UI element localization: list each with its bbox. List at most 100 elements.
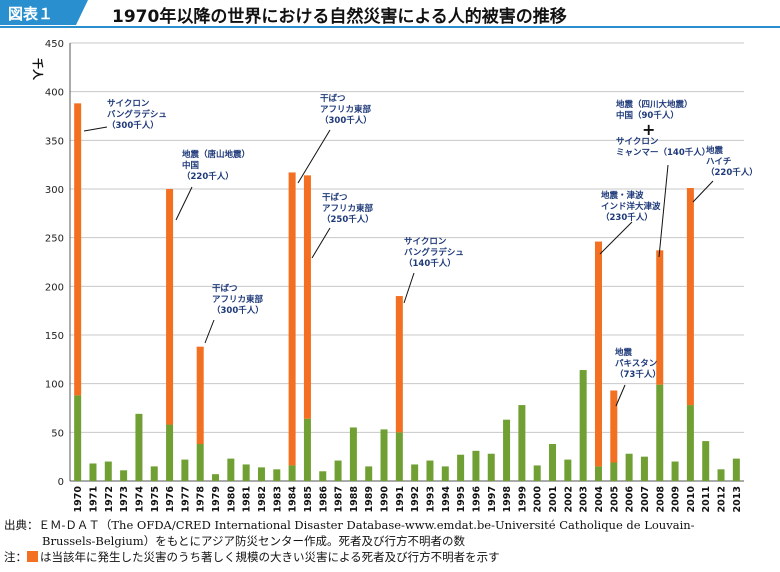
- annotation-text-1984: （300千人）: [320, 115, 372, 126]
- bar-major-1970: [74, 103, 82, 396]
- annotation-text-1991: バングラデシュ: [404, 247, 464, 258]
- bar-chart: 0 50 100 150 200 250 300 350 400 450 1970 1971 1972…: [31, 39, 758, 513]
- y-tick-label: 150: [45, 331, 64, 342]
- note-text: は当該年に発生した災害のうち著しく規模の大きい災害による死者及び行方不明者を示す: [40, 550, 500, 564]
- annotation-text-1984: アフリカ東部: [320, 104, 372, 115]
- bar-base-1994: [441, 466, 449, 481]
- figure-label: 図表１: [8, 5, 54, 23]
- y-axis-label: 千人: [31, 58, 45, 81]
- annotations: サイクロンバングラデシュ（300千人）地震（唐山地震）中国（220千人）干ばつア…: [83, 93, 758, 407]
- x-tick-label: 1996: [471, 486, 482, 513]
- x-tick-label: 2003: [579, 486, 590, 512]
- bar-base-1984: [288, 465, 296, 481]
- legend-swatch-major: [27, 551, 38, 562]
- x-tick-label: 1985: [303, 486, 314, 512]
- bar-base-1979: [212, 474, 220, 481]
- x-tick-label: 1973: [119, 486, 130, 512]
- bar-base-1971: [89, 463, 97, 481]
- bar-major-1978: [196, 346, 204, 445]
- annotation-leader-1985: [311, 227, 331, 259]
- bar-major-2004: [594, 241, 602, 467]
- y-tick-label: 0: [58, 477, 64, 488]
- bar-base-1991: [395, 432, 403, 481]
- annotation-leader-1970: [83, 126, 108, 132]
- bar-base-2007: [640, 456, 648, 481]
- y-tick-label: 350: [45, 136, 64, 147]
- bar-base-2006: [625, 453, 633, 481]
- x-tick-label: 1987: [334, 486, 345, 512]
- annotation-text-1984: 干ばつ: [320, 93, 346, 104]
- bar-base-1998: [503, 419, 511, 481]
- x-tick-label: 2004: [594, 486, 605, 513]
- annotation-text-1970: バングラデシュ: [107, 109, 167, 120]
- x-tick-label: 2002: [563, 486, 574, 512]
- x-tick-label: 1977: [180, 486, 191, 512]
- annotation-text-2005: 地震: [615, 347, 633, 358]
- bar-major-1991: [395, 296, 403, 433]
- annotation-text-1991: サイクロン: [404, 236, 447, 247]
- annotation-text-1978: 干ばつ: [212, 283, 238, 294]
- note-prefix: 注：: [4, 550, 27, 564]
- bar-base-1977: [181, 459, 189, 481]
- annotation-text-1991: （140千人）: [404, 258, 456, 269]
- annotation-leader-2008: [658, 164, 669, 258]
- x-tick-label: 1997: [487, 486, 498, 512]
- annotation-text-1976: 中国: [182, 160, 199, 171]
- annotation-text-2010: ハイチ: [706, 157, 731, 167]
- x-tick-label: 2010: [686, 486, 697, 513]
- x-tick-label: 2008: [655, 486, 666, 513]
- bar-base-1973: [120, 470, 128, 481]
- source-line-1: 出典：ＥＭ-ＤＡＴ（The OFDA/CRED International Di…: [4, 518, 695, 532]
- x-tick-label: 2007: [640, 486, 651, 512]
- y-tick-label: 200: [45, 282, 64, 293]
- x-tick-label: 1978: [196, 486, 207, 513]
- x-tick-label: 1994: [441, 486, 452, 513]
- annotation-text-2008: ミャンマー（140千人）: [616, 147, 710, 158]
- x-tick-label: 1982: [257, 486, 268, 512]
- figure-title: 1970年以降の世界における自然災害による人的被害の推移: [112, 7, 567, 27]
- figure-header: 図表１ 1970年以降の世界における自然災害による人的被害の推移: [0, 0, 780, 28]
- annotation-text-2010: 地震: [706, 145, 724, 156]
- bar-base-2005: [610, 462, 618, 481]
- annotation-text-1978: アフリカ東部: [212, 294, 264, 305]
- annotation-text-1976: （220千人）: [182, 171, 234, 182]
- header-rule: [0, 26, 780, 28]
- bar-base-2009: [671, 461, 679, 481]
- annotation-leader-2010: [692, 180, 714, 203]
- x-tick-label: 1992: [410, 486, 421, 512]
- annotation-leader-2005: [615, 384, 626, 407]
- bar-major-1985: [303, 175, 311, 419]
- bar-base-1995: [457, 454, 465, 481]
- bar-major-1984: [288, 172, 296, 466]
- bar-base-2013: [732, 458, 740, 481]
- bar-base-1974: [135, 413, 143, 481]
- annotation-text-2004: インド洋大津波: [601, 201, 661, 212]
- x-tick-label: 1971: [88, 486, 99, 512]
- x-tick-label: 2011: [701, 486, 712, 512]
- annotation-text-2008: サイクロン: [616, 136, 659, 147]
- annotation-text-1985: （250千人）: [322, 214, 374, 225]
- bar-base-2001: [549, 444, 557, 481]
- y-axis-ticks: 0 50 100 150 200 250 300 350 400 450: [45, 39, 64, 488]
- x-tick-label: 2005: [609, 486, 620, 512]
- bar-base-1997: [487, 453, 495, 481]
- annotation-text-2005: （73千人）: [615, 369, 661, 380]
- x-tick-label: 1972: [104, 486, 115, 512]
- x-tick-label: 1981: [242, 486, 253, 512]
- bar-base-2004: [594, 466, 602, 481]
- x-axis-ticks: 1970 1971 1972 1973 1974 1975 1976 1977 1978 1979…: [73, 486, 743, 513]
- bar-base-1988: [349, 427, 357, 481]
- bar-base-1996: [472, 450, 480, 481]
- bar-base-1981: [242, 464, 250, 481]
- bars: [74, 103, 740, 481]
- bar-base-1992: [411, 464, 419, 481]
- annotation-text-1985: 干ばつ: [322, 192, 348, 203]
- y-tick-label: 100: [45, 380, 64, 391]
- x-tick-label: 1983: [272, 486, 283, 512]
- x-tick-label: 1970: [73, 486, 84, 513]
- bar-base-1972: [104, 461, 112, 481]
- figure-footer: 出典：ＥＭ-ＤＡＴ（The OFDA/CRED International Di…: [4, 517, 776, 565]
- x-tick-label: 1979: [211, 486, 222, 512]
- annotation-text-1978: （300千人）: [212, 305, 264, 316]
- annotation-text-2005: パキスタン: [615, 358, 658, 369]
